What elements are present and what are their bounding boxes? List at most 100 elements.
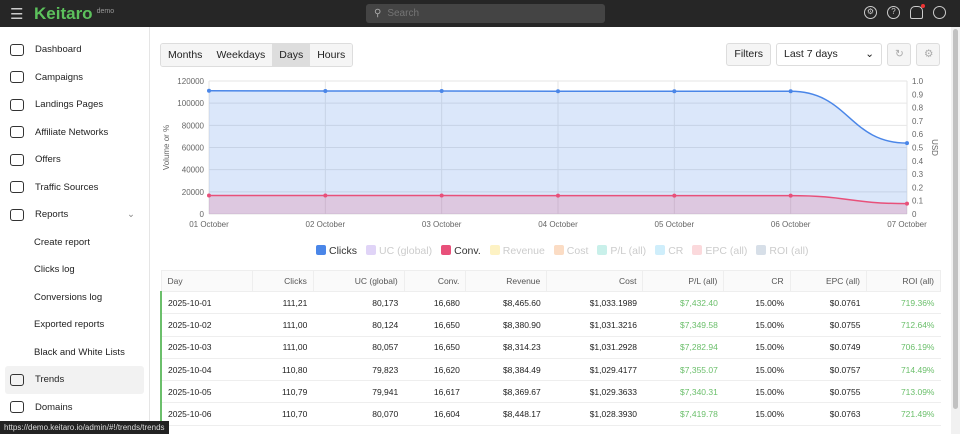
tab-hours[interactable]: Hours bbox=[310, 44, 353, 66]
table-row[interactable]: 2025-10-01 111,21 80,173 16,680 $8,465.60 $1,… bbox=[160, 291, 941, 315]
legend-item[interactable]: EPC (all) bbox=[692, 245, 747, 257]
sidebar-item-campaigns[interactable]: Campaigns bbox=[0, 64, 149, 92]
conv-point bbox=[323, 193, 328, 198]
x-tick-label: 03 October bbox=[422, 220, 462, 229]
y2-tick-label: 0.3 bbox=[912, 170, 924, 179]
column-header[interactable]: CR bbox=[723, 270, 791, 292]
search-box[interactable]: ⚲ bbox=[366, 4, 605, 23]
y-tick-label: 120000 bbox=[177, 77, 204, 86]
table-row[interactable]: 2025-10-05 110,79 79,941 16,617 $8,369.67 $1,… bbox=[160, 380, 941, 404]
column-header[interactable]: EPC (all) bbox=[789, 270, 867, 292]
legend-swatch bbox=[597, 245, 608, 255]
sidebar-item-reports[interactable]: Reports ⌄ bbox=[0, 201, 149, 229]
x-tick-label: 04 October bbox=[538, 220, 578, 229]
table-cell: $7,349.58 bbox=[642, 313, 724, 337]
chevron-down-icon[interactable]: ⌄ bbox=[127, 209, 135, 221]
report-icon bbox=[10, 208, 24, 221]
sidebar-item-create-report[interactable]: Create report bbox=[0, 229, 149, 257]
legend-item[interactable]: ROI (all) bbox=[756, 245, 808, 257]
legend-item[interactable]: CR bbox=[655, 245, 683, 257]
x-tick-label: 07 October bbox=[887, 220, 927, 229]
column-header[interactable]: P/L (all) bbox=[642, 270, 725, 292]
x-tick-label: 06 October bbox=[771, 220, 811, 229]
table-cell: 111,21 bbox=[252, 291, 314, 315]
date-range-select[interactable]: Last 7 days ⌄ bbox=[776, 43, 882, 66]
sidebar-item-clicks-log[interactable]: Clicks log bbox=[0, 256, 149, 284]
user-icon[interactable] bbox=[933, 6, 946, 19]
x-tick-label: 05 October bbox=[655, 220, 695, 229]
legend-label: Revenue bbox=[502, 245, 545, 257]
menu-icon[interactable]: ☰ bbox=[10, 5, 24, 23]
table-cell: $1,029.4177 bbox=[546, 358, 643, 382]
table-cell: $0.0749 bbox=[790, 336, 867, 359]
legend-label: P/L (all) bbox=[610, 245, 647, 257]
legend-item[interactable]: UC (global) bbox=[366, 245, 432, 257]
table-cell: 712.64% bbox=[866, 313, 941, 337]
legend-item[interactable]: Revenue bbox=[489, 245, 545, 257]
sidebar-item-trends[interactable]: Trends bbox=[5, 366, 144, 394]
search-input[interactable] bbox=[387, 8, 588, 19]
sidebar-item-dashboard[interactable]: Dashboard bbox=[0, 36, 149, 64]
sidebar-item-label: Campaigns bbox=[35, 71, 84, 83]
column-header[interactable]: Revenue bbox=[465, 270, 548, 292]
table-cell: $7,419.78 bbox=[642, 402, 724, 426]
sidebar-item-offers[interactable]: Offers bbox=[0, 146, 149, 174]
table-cell: 15.00% bbox=[723, 291, 791, 315]
help-icon[interactable]: ? bbox=[887, 6, 900, 19]
table-cell: 721.49% bbox=[866, 402, 941, 426]
sidebar-item-affiliate-networks[interactable]: Affiliate Networks bbox=[0, 119, 149, 147]
table-cell: $8,465.60 bbox=[465, 291, 547, 315]
y2-tick-label: 0.8 bbox=[912, 104, 924, 113]
sidebar-item-exported-reports[interactable]: Exported reports bbox=[0, 311, 149, 339]
sidebar-item-label: Trends bbox=[35, 374, 65, 386]
column-header[interactable]: UC (global) bbox=[312, 270, 405, 292]
table-cell: 16,620 bbox=[404, 358, 466, 382]
tab-days[interactable]: Days bbox=[272, 44, 311, 66]
refresh-button[interactable]: ↻ bbox=[887, 43, 911, 66]
settings-button[interactable]: ⚙ bbox=[916, 43, 940, 66]
table-cell: $7,340.31 bbox=[642, 380, 724, 404]
sidebar-item-label: Reports bbox=[35, 209, 69, 221]
legend-item[interactable]: Conv. bbox=[441, 245, 481, 257]
tab-weekdays[interactable]: Weekdays bbox=[209, 44, 273, 66]
y2-tick-label: 0.1 bbox=[912, 197, 924, 206]
tab-months[interactable]: Months bbox=[161, 44, 210, 66]
conv-point bbox=[788, 193, 793, 198]
table-cell: 16,650 bbox=[404, 313, 466, 337]
sidebar-item-black-and-white-lists[interactable]: Black and White Lists bbox=[0, 339, 149, 367]
legend-item[interactable]: Clicks bbox=[316, 245, 357, 257]
logo[interactable]: Keitaro bbox=[34, 3, 93, 23]
sidebar-item-conversions-log[interactable]: Conversions log bbox=[0, 284, 149, 312]
table-row[interactable]: 2025-10-03 111,00 80,057 16,650 $8,314.23 $1,… bbox=[160, 336, 941, 359]
legend-item[interactable]: Cost bbox=[553, 245, 588, 257]
clicks-point bbox=[556, 89, 560, 94]
column-header[interactable]: Conv. bbox=[403, 270, 467, 292]
dashboard-icon bbox=[10, 43, 24, 56]
legend-item[interactable]: P/L (all) bbox=[597, 245, 646, 257]
y-tick-label: 0 bbox=[200, 210, 205, 219]
sidebar-item-label: Black and White Lists bbox=[34, 346, 125, 358]
settings-icon[interactable]: ⚙ bbox=[864, 6, 877, 19]
filters-button[interactable]: Filters bbox=[726, 43, 771, 66]
table-row[interactable]: 2025-10-06 110,70 80,070 16,604 $8,448.17 $1,… bbox=[160, 402, 941, 426]
y-tick-label: 20000 bbox=[182, 188, 205, 197]
y2-tick-label: 0.5 bbox=[912, 144, 924, 153]
column-header[interactable]: Day bbox=[160, 270, 254, 292]
sidebar-item-label: Dashboard bbox=[35, 44, 82, 56]
column-header[interactable]: Cost bbox=[546, 270, 644, 292]
bell-icon[interactable] bbox=[910, 4, 925, 19]
sidebar-item-traffic-sources[interactable]: Traffic Sources bbox=[0, 174, 149, 202]
table-cell: 2025-10-01 bbox=[160, 291, 253, 315]
table-row[interactable]: 2025-10-04 110,80 79,823 16,620 $8,384.49 $1,… bbox=[160, 358, 941, 382]
sidebar-item-landings-pages[interactable]: Landings Pages bbox=[0, 91, 149, 119]
table-cell: $1,028.3930 bbox=[546, 402, 643, 426]
table-cell: 80,124 bbox=[313, 313, 405, 337]
legend-swatch bbox=[316, 245, 326, 255]
column-header[interactable]: ROI (all) bbox=[865, 270, 942, 292]
table-cell: 80,057 bbox=[313, 336, 405, 359]
sidebar-item-domains[interactable]: Domains bbox=[0, 394, 149, 422]
column-header[interactable]: Clicks bbox=[252, 270, 314, 292]
table-cell: 15.00% bbox=[723, 358, 791, 382]
scrollbar[interactable] bbox=[951, 27, 960, 434]
table-row[interactable]: 2025-10-02 111,00 80,124 16,650 $8,380.90 $1,… bbox=[160, 313, 941, 337]
